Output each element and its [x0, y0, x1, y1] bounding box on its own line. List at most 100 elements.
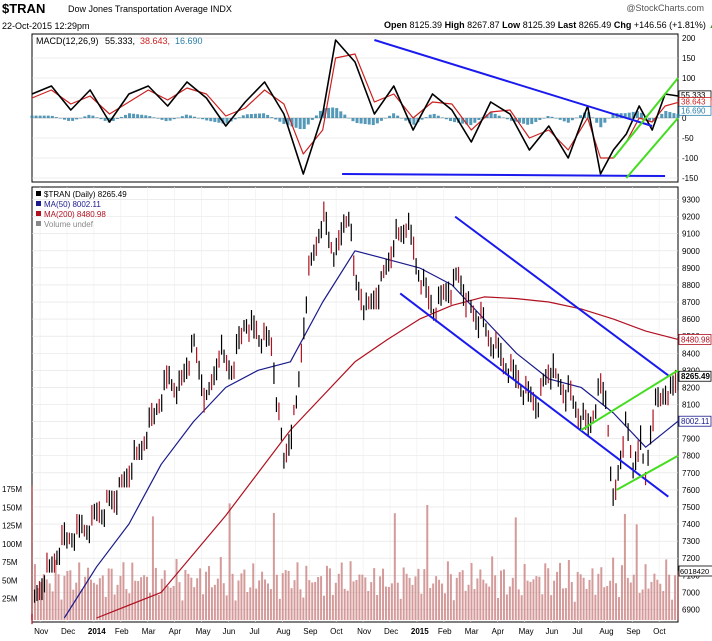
volume-bar — [429, 587, 432, 620]
macd-hist-bar — [71, 118, 75, 121]
volume-bar — [426, 505, 429, 620]
volume-bar — [302, 597, 305, 620]
volume-bar — [576, 571, 579, 620]
volume-bar — [57, 574, 60, 620]
volume-bar — [550, 595, 553, 620]
legend-swatch — [36, 211, 41, 216]
volume-bar — [594, 594, 597, 620]
macd-hist-bar — [440, 117, 444, 118]
macd-hist-bar — [627, 112, 631, 118]
volume-bar — [110, 568, 113, 620]
volume-bar — [585, 588, 588, 620]
macd-hist-bar — [432, 113, 436, 118]
macd-hist-bar — [639, 112, 643, 118]
volume-bar — [216, 578, 219, 620]
volume-bar — [243, 569, 246, 620]
macd-green-channel-lower — [625, 117, 679, 179]
volume-bar — [629, 582, 632, 620]
volume-tick-label: 75M — [2, 558, 18, 567]
volume-bar — [526, 580, 529, 620]
volume-bar — [438, 579, 441, 620]
open-label: Open — [384, 20, 408, 30]
legend-swatch — [36, 221, 41, 226]
macd-trendline-flat — [342, 173, 666, 177]
volume-bar — [190, 577, 193, 620]
macd-hist-bar — [193, 116, 197, 118]
macd-hist-bar — [164, 118, 168, 122]
volume-bar — [532, 579, 535, 620]
price-trendline-lower — [399, 292, 669, 498]
volume-bar — [376, 594, 379, 620]
volume-bar — [668, 574, 671, 620]
volume-bar — [219, 557, 222, 620]
volume-bar — [674, 575, 677, 620]
volume-bar — [264, 579, 267, 620]
macd-hist-bar — [562, 118, 566, 122]
volume-bar — [92, 582, 95, 620]
volume-bar — [573, 601, 576, 620]
macd-hist-bar — [237, 117, 241, 118]
volume-bar — [441, 583, 444, 620]
volume-bar — [367, 590, 370, 620]
volume-bar — [346, 590, 349, 620]
macd-trendline-down — [374, 39, 653, 127]
volume-bar — [349, 561, 352, 620]
price-tick-label: 7900 — [682, 435, 700, 444]
price-tick-label: 8600 — [682, 315, 700, 324]
volume-bar — [364, 577, 367, 620]
macd-green-channel-upper — [612, 77, 679, 159]
x-tick-label: Feb — [115, 627, 129, 636]
volume-bar — [275, 574, 278, 620]
volume-bar — [606, 585, 609, 620]
volume-bar — [414, 576, 417, 620]
macd-hist-bar — [611, 113, 615, 118]
x-tick-label: Jun — [222, 627, 235, 636]
volume-bar — [328, 568, 331, 620]
last-value: 8265.49 — [578, 20, 612, 30]
volume-bar — [169, 587, 172, 620]
macd-hist-bar — [453, 118, 457, 123]
macd-hist-bar — [436, 115, 440, 118]
macd-hist-bar — [148, 116, 152, 118]
volume-bar — [650, 581, 653, 620]
volume-bar — [163, 570, 166, 620]
volume-bar — [373, 568, 376, 620]
macd-hist-bar — [327, 107, 331, 118]
volume-value-tag — [678, 565, 712, 577]
volume-bar — [293, 580, 296, 620]
volume-bar — [104, 596, 107, 620]
macd-hist-bar — [152, 117, 156, 118]
volume-bar — [222, 583, 225, 620]
macd-hist-bar — [99, 118, 103, 120]
volume-bar — [125, 589, 128, 620]
x-tick-label: 2014 — [88, 627, 106, 636]
volume-bar — [181, 600, 184, 620]
volume-bar — [390, 583, 393, 620]
volume-bar — [317, 577, 320, 620]
volume-bar — [284, 570, 287, 620]
volume-bar — [659, 583, 662, 620]
volume-bar — [500, 570, 503, 620]
macd-hist-bar — [550, 116, 554, 118]
volume-tick-label: 125M — [2, 522, 22, 531]
volume-bar — [514, 517, 517, 620]
volume-bar — [393, 513, 396, 620]
volume-bar — [520, 595, 523, 620]
x-tick-label: May — [519, 627, 534, 636]
volume-bar — [213, 584, 216, 620]
volume-bar — [308, 580, 311, 620]
macd-hist-bar — [79, 117, 83, 119]
macd-hist-bar — [578, 115, 582, 118]
volume-bar — [305, 565, 308, 620]
macd-hist-bar — [144, 115, 148, 118]
volume-bar — [384, 586, 387, 620]
macd-hist-bar — [404, 118, 408, 121]
x-tick-label: Oct — [330, 627, 343, 636]
volume-bar — [620, 565, 623, 620]
macd-hist-bar — [570, 118, 574, 121]
macd-hist-bar — [485, 114, 489, 118]
x-tick-label: Apr — [492, 627, 505, 636]
volume-bar — [240, 573, 243, 620]
macd-hist-bar — [46, 115, 50, 118]
